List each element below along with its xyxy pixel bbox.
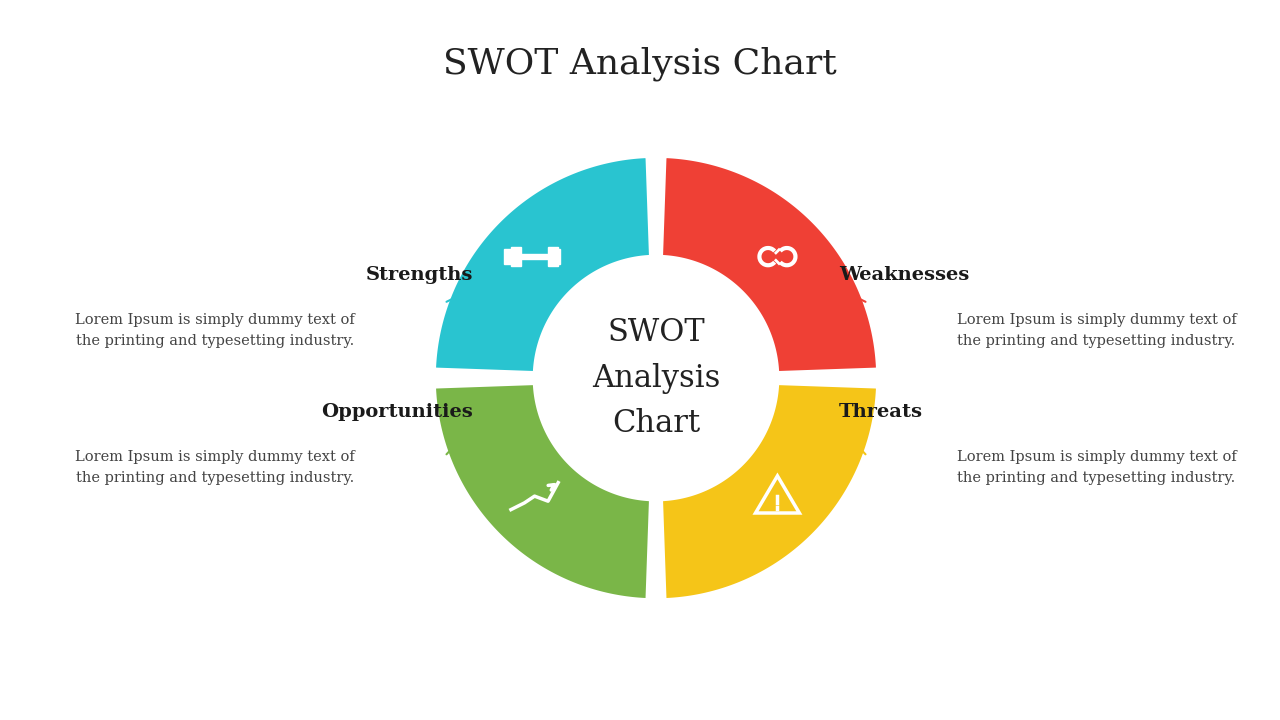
Text: Lorem Ipsum is simply dummy text of
the printing and typesetting industry.: Lorem Ipsum is simply dummy text of the … — [957, 313, 1236, 348]
Bar — [548, 248, 558, 266]
Polygon shape — [660, 156, 879, 374]
Text: Strengths: Strengths — [365, 266, 472, 284]
Bar — [504, 249, 511, 264]
Bar — [553, 249, 559, 264]
Polygon shape — [660, 382, 879, 601]
Polygon shape — [433, 156, 652, 374]
Circle shape — [538, 260, 774, 496]
Bar — [511, 248, 521, 266]
Text: Opportunities: Opportunities — [321, 403, 472, 421]
Text: Threats: Threats — [840, 403, 923, 421]
Text: SWOT
Analysis
Chart: SWOT Analysis Chart — [591, 318, 721, 439]
Polygon shape — [433, 382, 652, 601]
Text: SWOT Analysis Chart: SWOT Analysis Chart — [443, 47, 837, 81]
Text: Weaknesses: Weaknesses — [840, 266, 969, 284]
Bar — [516, 254, 553, 259]
Text: Lorem Ipsum is simply dummy text of
the printing and typesetting industry.: Lorem Ipsum is simply dummy text of the … — [76, 451, 355, 485]
Text: Lorem Ipsum is simply dummy text of
the printing and typesetting industry.: Lorem Ipsum is simply dummy text of the … — [76, 313, 355, 348]
Text: Lorem Ipsum is simply dummy text of
the printing and typesetting industry.: Lorem Ipsum is simply dummy text of the … — [957, 451, 1236, 485]
